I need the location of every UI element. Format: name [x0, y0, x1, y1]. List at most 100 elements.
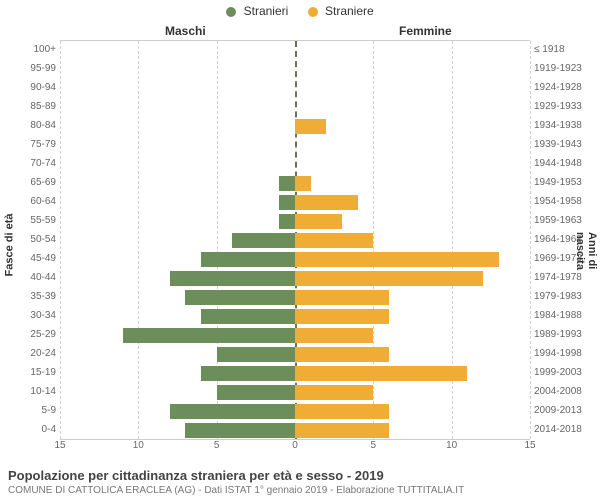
- bar-female: [295, 252, 499, 267]
- age-label: 30-34: [0, 306, 56, 325]
- birth-year-label: 1989-1993: [534, 325, 598, 344]
- caption: Popolazione per cittadinanza straniera p…: [8, 468, 592, 496]
- pyramid-row: [60, 307, 530, 326]
- birth-year-label: ≤ 1918: [534, 40, 598, 59]
- birth-year-label: 2009-2013: [534, 401, 598, 420]
- chart-subtitle: COMUNE DI CATTOLICA ERACLEA (AG) - Dati …: [8, 485, 592, 496]
- age-label: 90-94: [0, 78, 56, 97]
- x-tick-label: 10: [133, 440, 144, 451]
- heading-male: Maschi: [165, 24, 206, 38]
- legend-swatch-male: [226, 7, 236, 17]
- birth-year-label: 1939-1943: [534, 135, 598, 154]
- bar-female: [295, 347, 389, 362]
- bar-male: [185, 423, 295, 438]
- age-label: 5-9: [0, 401, 56, 420]
- bar-male: [279, 195, 295, 210]
- bar-female: [295, 290, 389, 305]
- birth-year-label: 1934-1938: [534, 116, 598, 135]
- age-label: 85-89: [0, 97, 56, 116]
- x-tick-label: 15: [54, 440, 65, 451]
- age-label: 60-64: [0, 192, 56, 211]
- age-label: 10-14: [0, 382, 56, 401]
- bar-male: [170, 404, 295, 419]
- bar-male: [123, 328, 295, 343]
- heading-female: Femmine: [399, 24, 452, 38]
- gridline: [530, 41, 531, 439]
- x-tick-label: 5: [371, 440, 377, 451]
- bar-female: [295, 271, 483, 286]
- pyramid-row: [60, 41, 530, 60]
- birth-year-label: 2014-2018: [534, 420, 598, 439]
- pyramid-row: [60, 269, 530, 288]
- x-tick-label: 0: [292, 440, 298, 451]
- pyramid-row: [60, 117, 530, 136]
- plot-area: [60, 40, 530, 440]
- age-label: 75-79: [0, 135, 56, 154]
- x-tick-label: 10: [446, 440, 457, 451]
- bar-male: [201, 366, 295, 381]
- pyramid-row: [60, 383, 530, 402]
- bar-female: [295, 233, 373, 248]
- bar-male: [279, 176, 295, 191]
- bar-female: [295, 366, 467, 381]
- x-tick-label: 15: [524, 440, 535, 451]
- bar-female: [295, 214, 342, 229]
- bar-female: [295, 195, 358, 210]
- legend-item-male: Stranieri: [226, 4, 288, 18]
- birth-year-label: 1929-1933: [534, 97, 598, 116]
- birth-year-label: 1999-2003: [534, 363, 598, 382]
- bar-male: [232, 233, 295, 248]
- pyramid-row: [60, 212, 530, 231]
- bar-male: [279, 214, 295, 229]
- legend-swatch-female: [308, 7, 318, 17]
- y-title-left: Fasce di età: [3, 214, 15, 277]
- pyramid-row: [60, 193, 530, 212]
- birth-year-label: 1959-1963: [534, 211, 598, 230]
- bar-female: [295, 385, 373, 400]
- pyramid-row: [60, 174, 530, 193]
- bar-male: [201, 252, 295, 267]
- bar-male: [185, 290, 295, 305]
- birth-year-label: 1979-1983: [534, 287, 598, 306]
- pyramid-row: [60, 79, 530, 98]
- age-label: 70-74: [0, 154, 56, 173]
- age-label: 100+: [0, 40, 56, 59]
- bar-female: [295, 119, 326, 134]
- pyramid-row: [60, 402, 530, 421]
- pyramid-row: [60, 250, 530, 269]
- age-label: 65-69: [0, 173, 56, 192]
- pyramid-row: [60, 98, 530, 117]
- age-label: 80-84: [0, 116, 56, 135]
- birth-year-label: 1944-1948: [534, 154, 598, 173]
- bar-female: [295, 309, 389, 324]
- birth-year-label: 1919-1923: [534, 59, 598, 78]
- bar-male: [170, 271, 295, 286]
- age-label: 15-19: [0, 363, 56, 382]
- bar-male: [217, 347, 295, 362]
- pyramid-row: [60, 326, 530, 345]
- age-label: 0-4: [0, 420, 56, 439]
- bar-male: [217, 385, 295, 400]
- birth-year-label: 1949-1953: [534, 173, 598, 192]
- bar-female: [295, 423, 389, 438]
- legend-label-female: Straniere: [325, 4, 374, 18]
- pyramid-row: [60, 136, 530, 155]
- pyramid-row: [60, 288, 530, 307]
- birth-year-label: 1984-1988: [534, 306, 598, 325]
- legend-item-female: Straniere: [308, 4, 374, 18]
- bar-female: [295, 404, 389, 419]
- pyramid-row: [60, 155, 530, 174]
- age-label: 95-99: [0, 59, 56, 78]
- y-title-right: Anni di nascita: [574, 232, 598, 270]
- pyramid-row: [60, 231, 530, 250]
- pyramid-row: [60, 60, 530, 79]
- bar-female: [295, 176, 311, 191]
- pyramid-row: [60, 421, 530, 440]
- pyramid-row: [60, 345, 530, 364]
- birth-year-label: 1994-1998: [534, 344, 598, 363]
- pyramid-row: [60, 364, 530, 383]
- birth-year-label: 2004-2008: [534, 382, 598, 401]
- birth-year-label: 1954-1958: [534, 192, 598, 211]
- birth-year-label: 1924-1928: [534, 78, 598, 97]
- age-label: 35-39: [0, 287, 56, 306]
